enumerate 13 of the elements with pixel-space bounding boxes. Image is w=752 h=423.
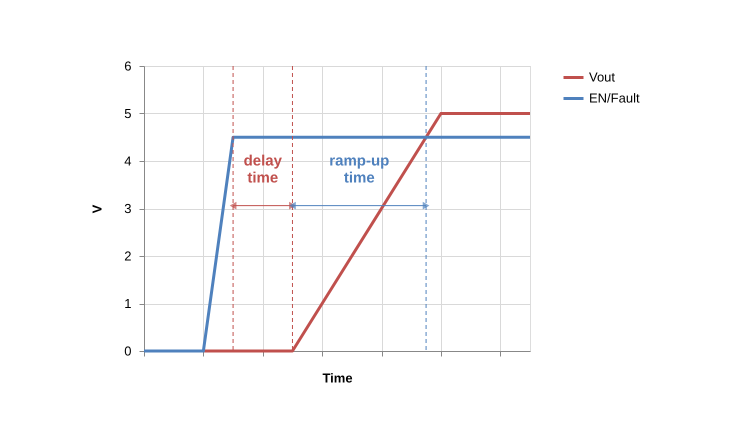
- annotation: ramp-up time: [329, 152, 390, 187]
- y-tick-label: 2: [124, 248, 132, 264]
- y-tick-label: 5: [124, 106, 132, 121]
- legend-label: EN/Fault: [589, 90, 640, 106]
- legend-label: Vout: [589, 70, 616, 84]
- y-tick-label: 1: [124, 296, 132, 311]
- y-tick-label: 4: [124, 154, 132, 168]
- annotation: delay time: [244, 152, 283, 187]
- y-tick-label: 3: [124, 201, 132, 216]
- y-tick-label: 0: [124, 344, 132, 358]
- x-axis-title: Time: [322, 370, 353, 386]
- y-axis-title: V: [89, 204, 104, 214]
- y-tick-label: 6: [124, 58, 132, 74]
